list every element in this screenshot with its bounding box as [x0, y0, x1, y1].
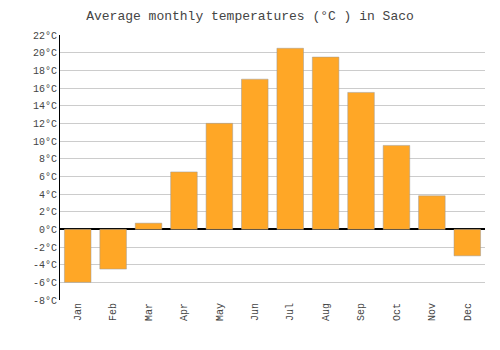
- svg-text:May: May: [215, 303, 226, 321]
- svg-text:Jul: Jul: [285, 303, 296, 321]
- svg-text:20°C: 20°C: [33, 48, 57, 59]
- svg-text:4°C: 4°C: [39, 190, 57, 201]
- svg-text:-6°C: -6°C: [33, 278, 57, 289]
- svg-text:Jun: Jun: [250, 303, 261, 321]
- svg-text:Dec: Dec: [463, 303, 474, 321]
- svg-text:-2°C: -2°C: [33, 243, 57, 254]
- svg-text:Mar: Mar: [144, 303, 155, 321]
- svg-text:2°C: 2°C: [39, 207, 57, 218]
- svg-text:14°C: 14°C: [33, 101, 57, 112]
- svg-text:Nov: Nov: [427, 303, 438, 321]
- svg-text:8°C: 8°C: [39, 154, 57, 165]
- svg-text:16°C: 16°C: [33, 84, 57, 95]
- svg-text:22°C: 22°C: [33, 31, 57, 42]
- svg-text:-8°C: -8°C: [33, 296, 57, 307]
- svg-text:18°C: 18°C: [33, 66, 57, 77]
- svg-text:Oct: Oct: [392, 303, 403, 321]
- svg-text:-4°C: -4°C: [33, 260, 57, 271]
- svg-text:Average monthly temperatures (: Average monthly temperatures (°C ) in Sa…: [86, 9, 414, 24]
- svg-text:0°C: 0°C: [39, 225, 57, 236]
- svg-text:Apr: Apr: [179, 303, 190, 321]
- svg-text:Feb: Feb: [108, 303, 119, 321]
- svg-text:Aug: Aug: [321, 303, 332, 321]
- svg-text:10°C: 10°C: [33, 137, 57, 148]
- svg-text:Sep: Sep: [356, 303, 367, 321]
- svg-text:6°C: 6°C: [39, 172, 57, 183]
- svg-text:12°C: 12°C: [33, 119, 57, 130]
- svg-text:Jan: Jan: [73, 303, 84, 321]
